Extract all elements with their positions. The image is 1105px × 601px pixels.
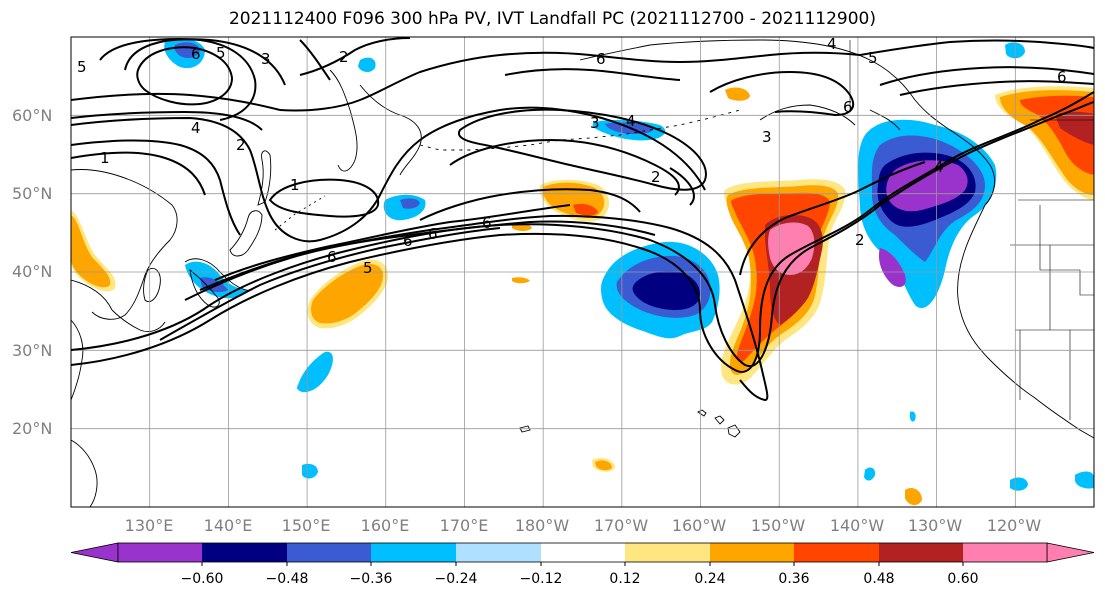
contour-label-6h: 6 (1057, 68, 1067, 86)
contour-label-2d: 2 (855, 231, 865, 249)
contour-label-1: 1 (100, 149, 110, 167)
colorbar-extend-low (70, 542, 119, 563)
contour-label-6e: 6 (428, 225, 438, 243)
colorbar-tick-label-5: 0.12 (609, 571, 640, 587)
colorbar-tick-label-7: 0.36 (778, 571, 809, 587)
contour-label-6f: 6 (482, 214, 492, 232)
colorbar-swatch-8 (794, 543, 879, 562)
colorbar-tick-label-6: 0.24 (694, 571, 725, 587)
borders (849, 40, 1094, 420)
shaded-field (71, 38, 1094, 506)
colorbar-tick-label-4: −0.12 (520, 571, 563, 587)
lat-label-20n: 20°N (12, 419, 52, 438)
contour-label-6g: 6 (843, 98, 853, 116)
contour-label-5d: 5 (868, 49, 878, 67)
contour-label-4: 4 (191, 119, 201, 137)
colorbar-swatch-7 (710, 543, 794, 562)
contour-label-5b: 5 (216, 44, 226, 62)
contour-label-2: 2 (236, 136, 246, 154)
contour-label-2b: 2 (339, 48, 349, 66)
colorbar-swatch-6 (625, 543, 710, 562)
contour-label-5: 5 (77, 58, 87, 76)
longitude-labels: 130°E 140°E 150°E 160°E 170°E 180°W 170°… (125, 516, 1042, 535)
lon-label-150w: 150°W (751, 516, 806, 535)
lon-label-130w: 130°W (908, 516, 963, 535)
lon-label-130e: 130°E (125, 516, 174, 535)
pv-contours (71, 37, 1094, 402)
latitude-labels: 60°N 50°N 40°N 30°N 20°N (12, 106, 52, 438)
colorbar-swatch-2 (287, 543, 371, 562)
lon-label-160e: 160°E (361, 516, 410, 535)
colorbar-extend-high (1046, 542, 1095, 563)
contour-label-4b: 4 (626, 112, 636, 130)
contour-label-3c: 3 (762, 128, 772, 146)
map-frame (70, 36, 1095, 508)
lon-label-120w: 120°W (987, 516, 1042, 535)
colorbar-frame (117, 542, 1048, 563)
lon-label-160w: 160°W (672, 516, 727, 535)
lon-label-140w: 140°W (830, 516, 885, 535)
colorbar-swatch-0 (118, 543, 202, 562)
lon-label-140e: 140°E (204, 516, 253, 535)
colorbar-tick-label-1: −0.48 (266, 571, 309, 587)
contour-labels: 1 1 2 2 2 2 3 3 3 4 4 4 4 5 5 5 5 6 6 6 … (77, 35, 1067, 277)
lat-label-60n: 60°N (12, 106, 52, 125)
colorbar-swatch-3 (371, 543, 456, 562)
contour-label-1b: 1 (290, 176, 300, 194)
lon-label-170e: 170°E (440, 516, 489, 535)
contour-label-3: 3 (261, 50, 271, 68)
lon-label-170w: 170°W (594, 516, 649, 535)
contour-label-3b: 3 (590, 114, 600, 132)
lat-label-30n: 30°N (12, 341, 52, 360)
contour-label-5c: 5 (363, 259, 373, 277)
colorbar-swatch-4 (456, 543, 541, 562)
colorbar-tick-label-3: −0.24 (435, 571, 478, 587)
lat-label-50n: 50°N (12, 184, 52, 203)
colorbar-swatch-9 (879, 543, 963, 562)
lon-label-180w: 180°W (515, 516, 570, 535)
colorbar-tick-label-0: −0.60 (181, 571, 224, 587)
map-title: 2021112400 F096 300 hPa PV, IVT Landfall… (228, 9, 876, 29)
colorbar-swatch-10 (963, 543, 1047, 562)
contour-label-6b: 6 (596, 50, 606, 68)
contour-label-6d: 6 (403, 232, 413, 250)
colorbar-tick-label-8: 0.48 (863, 571, 894, 587)
colorbar-swatch-5 (541, 543, 625, 562)
lon-label-150e: 150°E (282, 516, 331, 535)
contour-label-6c: 6 (327, 248, 337, 266)
colorbar-swatch-1 (202, 543, 287, 562)
contour-label-4d: 4 (934, 158, 944, 176)
colorbar: −0.60 −0.48 −0.36 −0.24 −0.12 0.12 0.24 0.36 0.4… (70, 542, 1095, 587)
contour-label-2c: 2 (651, 168, 661, 186)
contour-label-4c: 4 (827, 35, 837, 53)
coastlines (71, 39, 1094, 507)
contour-label-6: 6 (191, 45, 201, 63)
colorbar-tick-label-2: −0.36 (350, 571, 393, 587)
colorbar-tick-label-9: 0.60 (947, 571, 978, 587)
lat-label-40n: 40°N (12, 262, 52, 281)
